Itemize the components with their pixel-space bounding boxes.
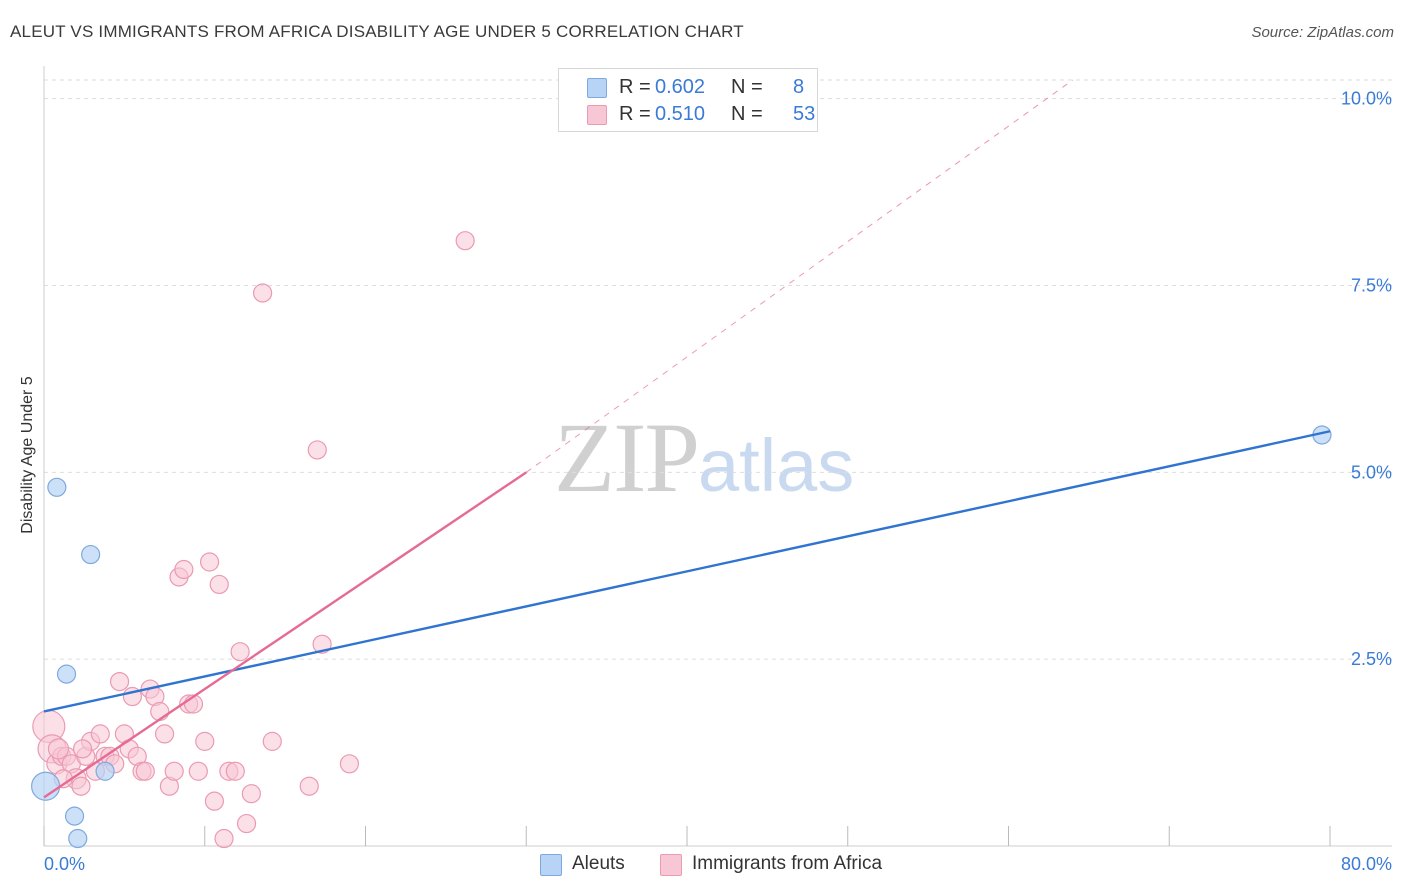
africa-point bbox=[164, 761, 184, 781]
africa-point bbox=[236, 813, 257, 834]
africa-point bbox=[47, 738, 70, 760]
chart-title: ALEUT VS IMMIGRANTS FROM AFRICA DISABILI… bbox=[10, 22, 744, 41]
africa-trend-line bbox=[43, 471, 527, 799]
y-tick-label: 2.5% bbox=[1351, 649, 1392, 669]
legend-n-value: 8 bbox=[793, 76, 805, 98]
watermark-zip: ZIP bbox=[554, 402, 700, 513]
africa-point bbox=[135, 761, 155, 781]
africa-point bbox=[154, 724, 175, 744]
africa-point bbox=[209, 574, 229, 595]
africa-point bbox=[188, 761, 208, 781]
aleut-point bbox=[68, 828, 88, 849]
aleut-point bbox=[64, 806, 85, 826]
aleut-point bbox=[56, 664, 77, 684]
legend-r-value: 0.602 bbox=[655, 76, 706, 98]
legend-r-label: R = bbox=[619, 103, 651, 125]
correlation-legend: R = 0.602 N = 8 R = 0.510 N = 53 bbox=[558, 68, 818, 132]
africa-point bbox=[230, 642, 250, 662]
africa-point bbox=[455, 231, 475, 251]
africa-point bbox=[204, 791, 224, 811]
legend-r-value: 0.510 bbox=[655, 103, 706, 125]
africa-point bbox=[214, 828, 234, 849]
africa-point bbox=[195, 731, 215, 751]
africa-point bbox=[253, 283, 273, 303]
africa-point bbox=[71, 776, 91, 796]
africa-point bbox=[225, 761, 245, 781]
y-tick-label: 7.5% bbox=[1351, 276, 1392, 296]
africa-point bbox=[174, 559, 194, 580]
legend-n-label: N = bbox=[731, 103, 763, 125]
legend-swatch-aleuts bbox=[587, 78, 607, 98]
aleut-point bbox=[95, 761, 115, 781]
africa-point bbox=[262, 731, 282, 751]
africa-trend-extension bbox=[525, 79, 1074, 473]
y-tick-label: 5.0% bbox=[1351, 462, 1392, 482]
watermark-atlas: atlas bbox=[698, 424, 855, 507]
africa-point bbox=[109, 671, 130, 692]
africa-point bbox=[299, 776, 319, 796]
aleut-point bbox=[47, 477, 67, 497]
bottom-legend-label-aleuts: Aleuts bbox=[572, 853, 625, 874]
africa-point bbox=[339, 754, 360, 774]
x-tick-label: 0.0% bbox=[44, 854, 85, 874]
bottom-legend-swatch-africa bbox=[660, 854, 682, 876]
watermark: ZIPatlas bbox=[554, 400, 854, 515]
legend-swatch-africa bbox=[587, 105, 607, 125]
y-tick-label: 10.0% bbox=[1341, 89, 1392, 109]
bottom-legend-swatch-aleuts bbox=[540, 854, 562, 876]
source-credit: Source: ZipAtlas.com bbox=[1251, 24, 1394, 41]
legend-n-value: 53 bbox=[793, 103, 816, 125]
africa-point bbox=[90, 724, 110, 744]
y-axis-label: Disability Age Under 5 bbox=[19, 376, 36, 534]
aleut-trend-line bbox=[43, 430, 1331, 713]
africa-point bbox=[241, 784, 261, 804]
legend-n-label: N = bbox=[731, 76, 763, 98]
x-tick-label: 80.0% bbox=[1341, 854, 1392, 874]
africa-point bbox=[150, 701, 170, 722]
bottom-legend-label-africa: Immigrants from Africa bbox=[692, 853, 883, 874]
legend-r-label: R = bbox=[619, 76, 651, 98]
africa-point bbox=[72, 739, 93, 759]
aleut-point bbox=[81, 544, 101, 565]
africa-point bbox=[199, 552, 220, 572]
africa-point bbox=[307, 440, 327, 460]
